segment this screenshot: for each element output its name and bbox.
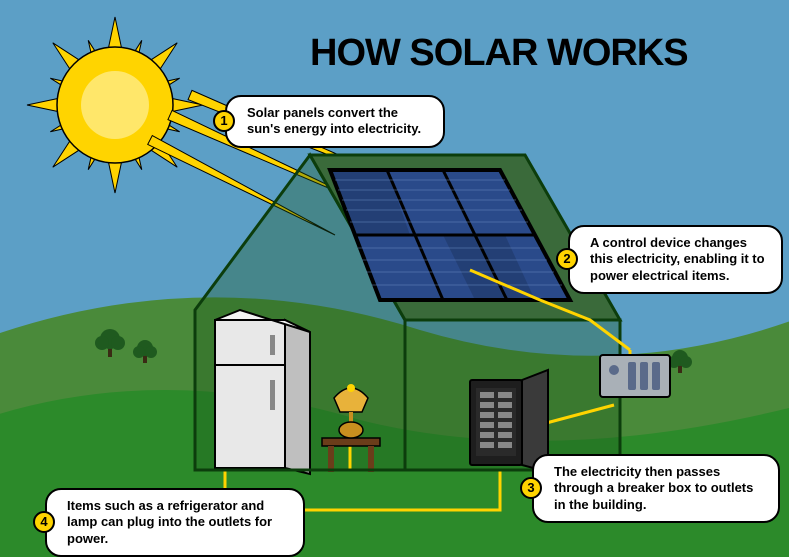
- diagram-stage: { "title": { "text": "HOW SOLAR WORKS", …: [0, 0, 789, 557]
- callout-number-1: 1: [213, 110, 235, 132]
- callout-2: 2A control device changes this electrici…: [568, 225, 783, 294]
- callout-number-3: 3: [520, 477, 542, 499]
- lamp: [334, 384, 368, 438]
- breaker-box: [470, 370, 548, 472]
- control-box: [600, 355, 670, 397]
- callout-text-1: Solar panels convert the sun's energy in…: [247, 105, 421, 136]
- diagram-title: HOW SOLAR WORKS: [310, 32, 688, 75]
- callout-1: 1Solar panels convert the sun's energy i…: [225, 95, 445, 148]
- refrigerator: [215, 310, 310, 474]
- sun: [27, 17, 203, 193]
- callout-number-4: 4: [33, 511, 55, 533]
- callout-4: 4Items such as a refrigerator and lamp c…: [45, 488, 305, 557]
- callout-text-2: A control device changes this electricit…: [590, 235, 765, 283]
- callout-text-4: Items such as a refrigerator and lamp ca…: [67, 498, 272, 546]
- callout-text-3: The electricity then passes through a br…: [554, 464, 753, 512]
- callout-3: 3The electricity then passes through a b…: [532, 454, 780, 523]
- callout-number-2: 2: [556, 248, 578, 270]
